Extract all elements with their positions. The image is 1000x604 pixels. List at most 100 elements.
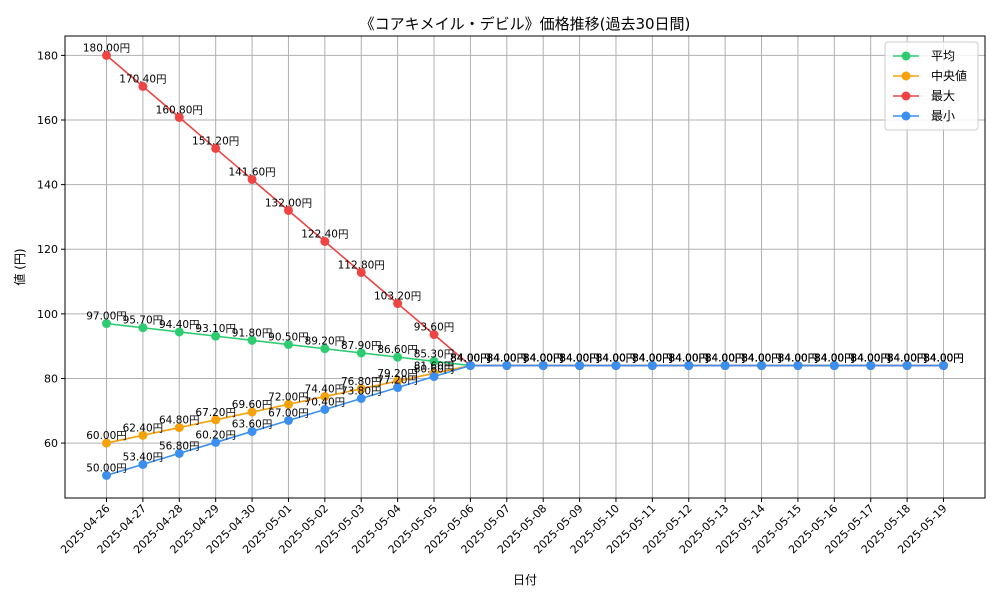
data-label: 70.40円 [305, 396, 346, 408]
data-label: 67.00円 [268, 407, 309, 419]
data-label: 84.00円 [450, 353, 491, 365]
data-point [684, 361, 694, 371]
data-label: 72.00円 [268, 391, 309, 403]
data-point [429, 356, 439, 366]
data-label: 122.40円 [301, 228, 348, 240]
data-label: 84.00円 [741, 353, 782, 365]
legend-box [884, 41, 979, 131]
data-label: 84.00円 [778, 353, 819, 365]
data-point [283, 205, 293, 215]
data-point [102, 50, 111, 60]
data-point [393, 299, 403, 309]
data-point [283, 340, 293, 350]
y-tick-label: 160 [37, 114, 58, 127]
data-label: 84.00円 [741, 353, 782, 365]
data-point [138, 81, 148, 91]
data-point [356, 393, 366, 403]
data-label: 67.20円 [195, 407, 236, 419]
data-label: 112.80円 [338, 259, 385, 271]
data-point [174, 327, 184, 337]
data-point [502, 361, 512, 371]
data-label: 84.00円 [850, 353, 891, 365]
data-label: 63.60円 [232, 418, 273, 430]
data-point [393, 376, 403, 386]
data-label: 85.30円 [414, 348, 455, 360]
data-label: 84.00円 [668, 353, 709, 365]
data-label: 97.00円 [86, 311, 127, 323]
data-label: 95.70円 [123, 315, 164, 327]
data-label: 151.20円 [192, 135, 239, 147]
data-point [793, 361, 803, 371]
data-point [902, 361, 912, 371]
plot-frame [64, 35, 986, 499]
data-label: 180.00円 [83, 42, 130, 54]
data-label: 84.00円 [523, 353, 564, 365]
data-point [320, 236, 330, 246]
data-point [283, 415, 293, 425]
data-point [429, 330, 439, 340]
data-label: 56.80円 [159, 440, 200, 452]
data-label: 84.00円 [814, 353, 855, 365]
data-label: 84.00円 [923, 353, 964, 365]
data-label: 84.00円 [887, 353, 928, 365]
data-label: 132.00円 [265, 197, 312, 209]
data-label: 79.20円 [377, 368, 418, 380]
data-label: 84.00円 [632, 353, 673, 365]
data-label: 84.00円 [487, 353, 528, 365]
data-point [939, 361, 948, 371]
data-label: 84.00円 [487, 353, 528, 365]
data-point [174, 112, 184, 122]
data-label: 84.00円 [559, 353, 600, 365]
data-point [356, 384, 366, 394]
data-label: 84.00円 [450, 353, 491, 365]
data-point [393, 383, 403, 393]
data-label: 84.00円 [705, 353, 746, 365]
data-point [757, 361, 767, 371]
data-point [283, 399, 293, 409]
data-label: 84.00円 [814, 353, 855, 365]
data-label: 84.00円 [705, 353, 746, 365]
data-label: 84.00円 [923, 353, 964, 365]
grid [65, 36, 985, 498]
data-label: 84.00円 [668, 353, 709, 365]
data-point [211, 437, 221, 447]
data-label: 84.00円 [705, 353, 746, 365]
data-point [138, 459, 148, 469]
data-label: 77.20円 [377, 375, 418, 387]
data-point [829, 361, 839, 371]
data-point [247, 407, 257, 417]
x-axis-label: 日付 [513, 573, 537, 587]
data-label: 84.00円 [923, 353, 964, 365]
data-label: 103.20円 [374, 291, 421, 303]
data-label: 84.00円 [887, 353, 928, 365]
data-label: 84.00円 [450, 353, 491, 365]
data-label: 84.00円 [596, 353, 637, 365]
data-label: 84.00円 [741, 353, 782, 365]
data-label: 84.00円 [887, 353, 928, 365]
data-label: 84.00円 [632, 353, 673, 365]
data-label: 94.40円 [159, 319, 200, 331]
data-label: 86.60円 [377, 344, 418, 356]
data-label: 84.00円 [850, 353, 891, 365]
data-point [102, 470, 111, 480]
data-point [211, 331, 221, 341]
data-point [356, 267, 366, 277]
legend-entry: 平均 [931, 49, 955, 63]
chart-title: 《コアキメイル・デビル》価格推移(過去30日間) [360, 15, 691, 33]
data-label: 84.00円 [487, 353, 528, 365]
data-label: 90.50円 [268, 332, 309, 344]
data-point [102, 438, 111, 448]
data-point [393, 352, 403, 362]
axes: 2025-04-262025-04-272025-04-282025-04-29… [37, 49, 950, 556]
data-label: 93.60円 [414, 322, 455, 334]
data-label: 84.00円 [887, 353, 928, 365]
data-label: 170.40円 [119, 73, 166, 85]
data-label: 84.00円 [559, 353, 600, 365]
data-label: 69.60円 [232, 399, 273, 411]
legend-entry: 最大 [931, 89, 955, 103]
data-label: 81.60円 [414, 360, 455, 372]
data-point [102, 319, 111, 329]
y-tick-label: 120 [37, 243, 58, 256]
data-label: 84.00円 [559, 353, 600, 365]
